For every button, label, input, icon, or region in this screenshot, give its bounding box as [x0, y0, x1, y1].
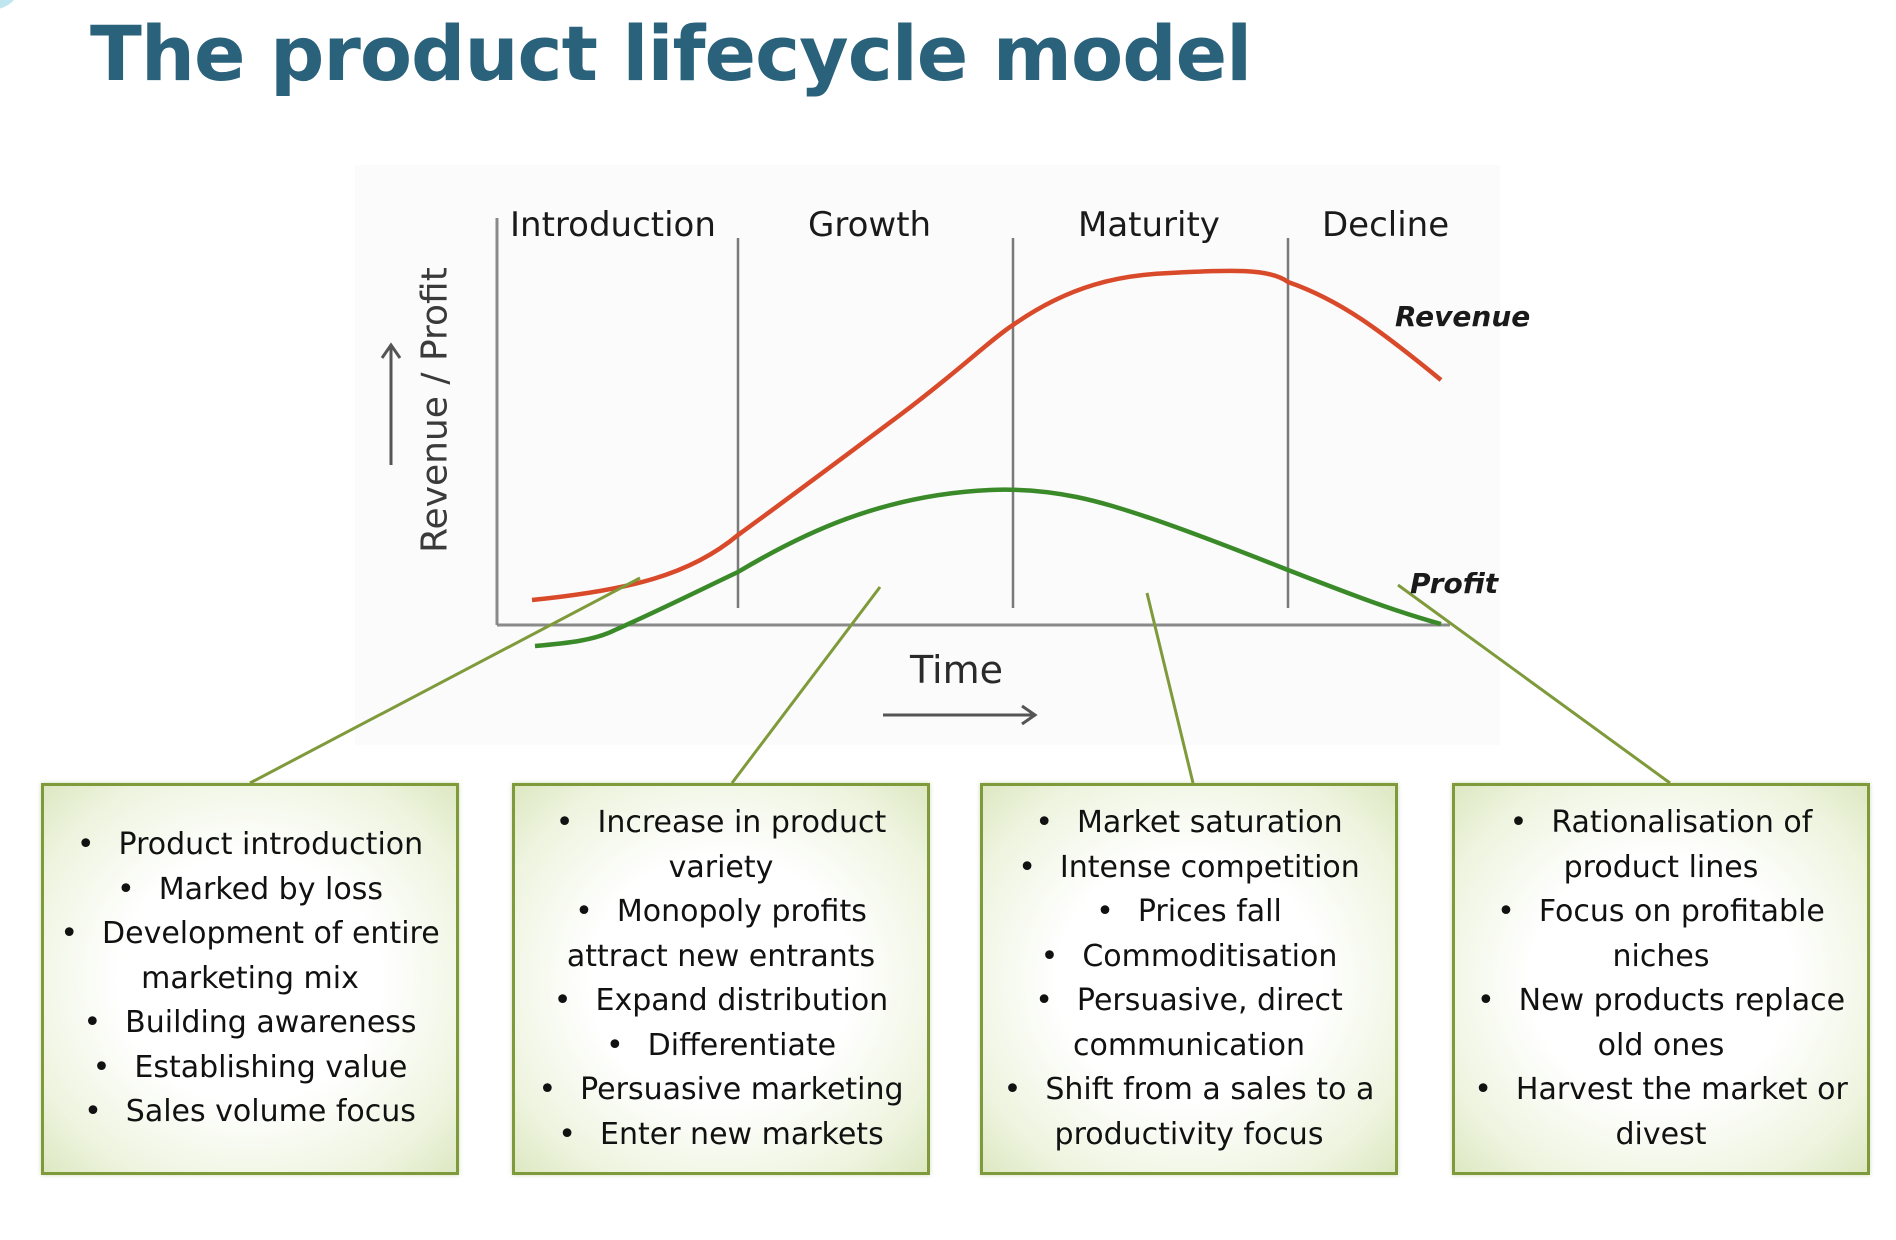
x-axis-label: Time — [910, 648, 1003, 692]
list-item: • Market saturation — [997, 801, 1381, 846]
bullet-icon: • — [76, 827, 95, 863]
list-item: • Rationalisation of product lines — [1469, 801, 1853, 890]
revenue-label: Revenue — [1395, 300, 1531, 333]
bullet-icon: • — [1476, 983, 1495, 1018]
list-item-text: Expand distribution — [595, 983, 889, 1018]
stage-label-growth: Growth — [808, 205, 932, 245]
bullet-icon: • — [538, 1072, 557, 1107]
list-item-text: Shift from a sales to a productivity foc… — [1045, 1072, 1375, 1152]
list-item-text: Development of entire marketing mix — [102, 916, 440, 996]
list-item: • Product introduction — [58, 823, 442, 868]
stage-box-maturity: • Market saturation • Intense competition … — [980, 783, 1398, 1175]
list-item: • Increase in product variety — [529, 801, 913, 890]
list-item-text: Sales volume focus — [125, 1094, 416, 1130]
list-item: • Persuasive, direct communication — [997, 979, 1381, 1068]
bullet-icon: • — [92, 1049, 111, 1085]
stage-label-maturity: Maturity — [1078, 205, 1220, 245]
list-item-text: Focus on profitable niches — [1538, 894, 1825, 974]
bullet-icon: • — [84, 1094, 102, 1130]
list-item: • Expand distribution — [529, 979, 913, 1024]
list-item-text: Persuasive, direct communication — [1072, 983, 1343, 1063]
list-item-text: Monopoly profits attract new entrants — [566, 894, 876, 974]
list-item-text: Product introduction — [118, 827, 424, 863]
revenue-curve — [531, 268, 1443, 603]
list-item: • Harvest the market or divest — [1469, 1068, 1853, 1157]
stage-list-growth: • Increase in product variety • Monopoly p… — [515, 801, 927, 1157]
list-item-text: Differentiate — [647, 1027, 837, 1063]
list-item: • Sales volume focus — [58, 1090, 442, 1135]
list-item-text: New products replace old ones — [1518, 983, 1846, 1063]
list-item-text: Intense competition — [1059, 849, 1360, 885]
bullet-icon: • — [83, 1005, 102, 1041]
x-axis-arrow-head — [1021, 704, 1038, 726]
connector-decline — [1397, 583, 1671, 785]
list-item: • Marked by loss — [58, 868, 442, 913]
list-item-text: Marked by loss — [158, 871, 383, 907]
bullet-icon: • — [1040, 938, 1059, 974]
list-item: • Commoditisation — [997, 935, 1381, 980]
list-item-text: Building awareness — [125, 1005, 417, 1041]
profit-curve — [534, 487, 1442, 649]
bullet-icon: • — [117, 871, 135, 907]
connector-maturity — [1145, 592, 1195, 784]
y-axis-arrow-head — [380, 342, 402, 359]
list-item: • Intense competition — [997, 846, 1381, 891]
stage-box-decline: • Rationalisation of product lines • Focus… — [1452, 783, 1870, 1175]
list-item: • Establishing value — [58, 1046, 442, 1091]
list-item-text: Enter new markets — [600, 1116, 884, 1152]
y-axis-label: Revenue / Profit — [414, 267, 456, 553]
stage-list-introduction: • Product introduction • Marked by loss • D… — [44, 823, 456, 1135]
bullet-icon: • — [1474, 1072, 1492, 1107]
list-item-text: Increase in product variety — [597, 805, 887, 885]
list-item-text: Market saturation — [1077, 805, 1343, 840]
stage-label-decline: Decline — [1322, 205, 1450, 245]
list-item-text: Commoditisation — [1082, 938, 1338, 974]
list-item-text: Persuasive marketing — [580, 1072, 904, 1107]
bullet-icon: • — [60, 916, 79, 952]
connector-introduction — [249, 576, 641, 785]
list-item: • Persuasive marketing — [529, 1068, 913, 1113]
stage-list-maturity: • Market saturation • Intense competition … — [983, 801, 1395, 1157]
list-item-text: Prices fall — [1137, 894, 1282, 929]
bullet-icon: • — [1497, 894, 1515, 929]
bullet-icon: • — [1003, 1072, 1022, 1107]
connector-growth — [730, 586, 882, 784]
bullet-icon: • — [1035, 983, 1053, 1018]
list-item-text: Rationalisation of product lines — [1551, 805, 1813, 885]
stage-label-introduction: Introduction — [510, 205, 716, 245]
list-item-text: Harvest the market or divest — [1515, 1072, 1848, 1152]
list-item: • Development of entire marketing mix — [58, 912, 442, 1001]
list-item-text: Establishing value — [134, 1049, 408, 1085]
stage-box-growth: • Increase in product variety • Monopoly p… — [512, 783, 930, 1175]
bullet-icon: • — [1096, 894, 1114, 929]
bullet-icon: • — [1018, 849, 1036, 885]
list-item: • Shift from a sales to a productivity fo… — [997, 1068, 1381, 1157]
bullet-icon: • — [605, 1027, 624, 1063]
bullet-icon: • — [558, 1116, 576, 1152]
page-title: The product lifecycle model — [90, 9, 1252, 98]
bullet-icon: • — [553, 983, 572, 1018]
list-item: • Enter new markets — [529, 1113, 913, 1158]
stage-list-decline: • Rationalisation of product lines • Focus… — [1455, 801, 1867, 1157]
list-item: • Prices fall — [997, 890, 1381, 935]
bullet-icon: • — [555, 805, 574, 840]
profit-label: Profit — [1410, 567, 1499, 600]
list-item: • Monopoly profits attract new entrants — [529, 890, 913, 979]
bullet-icon: • — [1509, 805, 1528, 840]
list-item: • Focus on profitable niches — [1469, 890, 1853, 979]
list-item: • New products replace old ones — [1469, 979, 1853, 1068]
list-item: • Differentiate — [529, 1024, 913, 1069]
bullet-icon: • — [1035, 805, 1054, 840]
list-item: • Building awareness — [58, 1001, 442, 1046]
chart-background — [355, 165, 1500, 745]
stage-box-introduction: • Product introduction • Marked by loss • D… — [41, 783, 459, 1175]
bullet-icon: • — [575, 894, 593, 929]
